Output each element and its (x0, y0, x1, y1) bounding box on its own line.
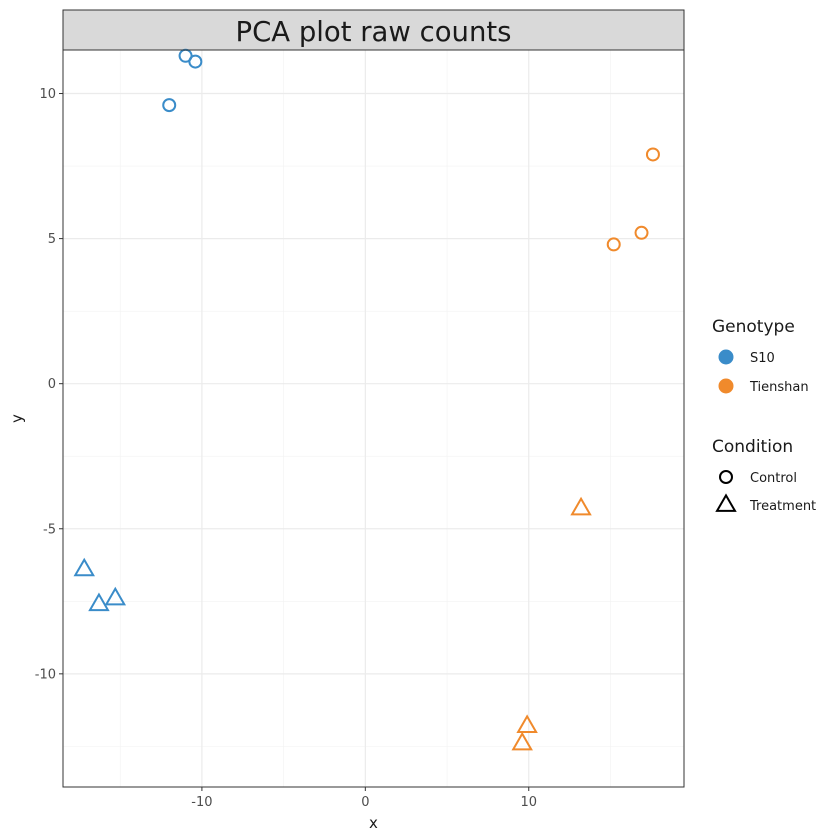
y-tick-label: 5 (48, 232, 56, 247)
x-tick-label: 10 (520, 795, 537, 810)
y-tick-label: 0 (48, 377, 56, 392)
legend-label-control: Control (750, 471, 797, 486)
x-tick-label: 0 (361, 795, 369, 810)
legend-label-s10: S10 (750, 351, 775, 366)
point-tienshan-treatment (570, 496, 592, 516)
point-s10-treatment (88, 592, 110, 612)
title-strip (62, 9, 685, 51)
legend-key-tienshan (718, 378, 734, 394)
point-tienshan-treatment (511, 731, 533, 751)
y-tick-label: -5 (43, 522, 56, 537)
grid-lines (63, 50, 684, 787)
point-tienshan-control (606, 237, 621, 252)
point-tienshan-control (645, 147, 660, 162)
legend-title-genotype: Genotype (712, 317, 795, 337)
point-tienshan-control (634, 225, 649, 240)
legend-label-treatment: Treatment (749, 499, 816, 514)
chart-title: PCA plot raw counts (236, 15, 512, 48)
data-points (73, 48, 660, 751)
legend-key-s10 (718, 349, 734, 365)
x-axis-title: x (369, 814, 378, 832)
point-s10-control (162, 98, 177, 113)
point-s10-treatment (104, 586, 127, 606)
legend-key-treatment (715, 493, 737, 512)
axis-ticks: -10 0 10 -10 -5 0 5 10 (35, 87, 537, 810)
point-s10-treatment (73, 557, 95, 577)
legend: Genotype S10 Tienshan Condition Control Treat… (712, 317, 816, 514)
y-tick-label: -10 (35, 667, 56, 682)
y-tick-label: 10 (39, 87, 56, 102)
legend-key-control (719, 470, 733, 484)
x-tick-label: -10 (191, 795, 212, 810)
point-s10-control (188, 54, 203, 69)
legend-title-condition: Condition (712, 437, 793, 457)
plot-border (62, 49, 685, 788)
legend-label-tienshan: Tienshan (749, 380, 809, 395)
y-axis-title: y (8, 414, 26, 423)
plot-panel (63, 50, 684, 787)
point-tienshan-treatment (516, 714, 538, 733)
